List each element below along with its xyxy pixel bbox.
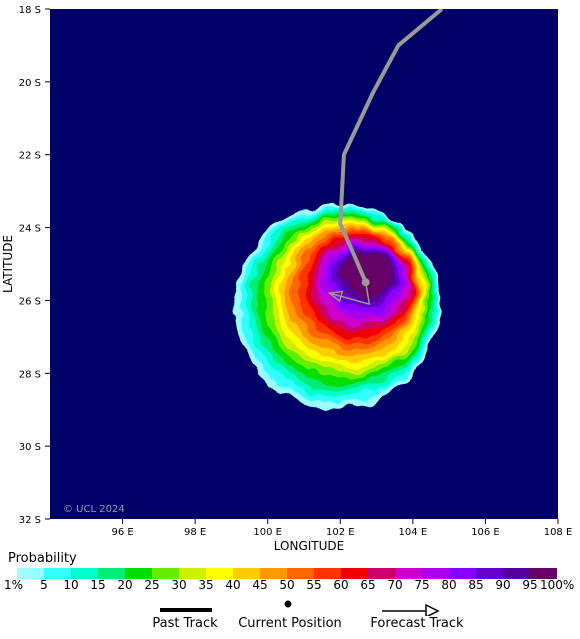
copyright-text: © UCL 2024: [63, 504, 125, 515]
current-position-marker: [361, 278, 370, 287]
colorbar-label: 35: [198, 578, 214, 592]
y-tick-label: 18 S: [19, 5, 41, 16]
x-tick-label: 102 E: [326, 527, 355, 538]
current-position-label: Current Position: [238, 616, 342, 631]
colorbar-label: 100%: [540, 578, 575, 592]
colorbar-label: 15: [90, 578, 106, 592]
colorbar-label: 75: [414, 578, 430, 592]
forecast-track-line: [329, 282, 371, 306]
colorbar-label: 5: [40, 578, 48, 592]
legend-title: Probability: [8, 551, 77, 566]
colorbar-label: 1%: [4, 578, 24, 592]
colorbar-label: 85: [468, 578, 484, 592]
colorbar-swatch: [422, 568, 449, 579]
past-track-key: Past Track: [140, 600, 230, 632]
y-axis: 18 S 20 S 22 S 24 S 26 S 28 S 30 S 32 S: [19, 5, 50, 526]
x-tick-label: 108 E: [544, 527, 573, 538]
colorbar-swatch: [233, 568, 260, 579]
probability-map: © UCL 2024 96 E 98 E 100 E 102 E 104 E 106 E 1…: [1, 5, 572, 550]
colorbar-label: 60: [333, 578, 349, 592]
colorbar-swatch: [98, 568, 125, 579]
y-tick-label: 32 S: [19, 515, 41, 526]
x-tick-label: 106 E: [471, 527, 500, 538]
x-tick-label: 96 E: [111, 527, 133, 538]
colorbar-swatch: [206, 568, 233, 579]
colorbar-swatch: [44, 568, 71, 579]
y-axis-title: LATITUDE: [1, 235, 15, 293]
colorbar-label: 70: [387, 578, 403, 592]
probability-contour-95: [344, 252, 395, 297]
y-tick-label: 28 S: [19, 369, 41, 380]
colorbar-swatch: [314, 568, 341, 579]
y-tick-label: 24 S: [19, 224, 41, 235]
colorbar-swatch: [17, 568, 44, 579]
y-tick-label: 30 S: [19, 442, 41, 453]
y-tick-label: 26 S: [19, 296, 41, 307]
x-tick-label: 98 E: [184, 527, 206, 538]
forecast-track-label: Forecast Track: [370, 616, 464, 631]
colorbar-swatch: [260, 568, 287, 579]
colorbar-label: 45: [252, 578, 268, 592]
colorbar-label: 95: [522, 578, 538, 592]
probability-colorbar: [17, 568, 557, 579]
colorbar-label: 80: [441, 578, 457, 592]
x-tick-label: 100 E: [253, 527, 282, 538]
current-position-key: Current Position: [238, 600, 342, 632]
colorbar-label: 30: [171, 578, 187, 592]
colorbar-label: 25: [144, 578, 160, 592]
y-tick-label: 20 S: [19, 78, 41, 89]
colorbar-swatch: [449, 568, 476, 579]
colorbar-swatch: [125, 568, 152, 579]
colorbar-swatch: [152, 568, 179, 579]
colorbar-swatch: [503, 568, 530, 579]
forecast-arrow-head: [327, 290, 344, 303]
forecast-track-key: Forecast Track: [368, 600, 468, 632]
colorbar-swatch: [395, 568, 422, 579]
colorbar-swatch: [368, 568, 395, 579]
colorbar-swatch: [530, 568, 557, 579]
colorbar-swatch: [71, 568, 98, 579]
colorbar-label: 40: [225, 578, 241, 592]
colorbar-label: 55: [306, 578, 322, 592]
colorbar-label: 65: [360, 578, 376, 592]
past-track-label: Past Track: [152, 616, 218, 631]
past-track-line: [338, 9, 444, 283]
colorbar-label: 50: [279, 578, 295, 592]
x-axis-title: LONGITUDE: [274, 539, 344, 550]
x-axis: 96 E 98 E 100 E 102 E 104 E 106 E 108 E: [111, 519, 572, 538]
colorbar-swatch: [341, 568, 368, 579]
y-tick-label: 22 S: [19, 151, 41, 162]
colorbar-labels: 1% 5 10 15 20 25 30 35 40 45 50 55 60 65 70 75 80 85 90 95 1…: [0, 578, 580, 594]
colorbar-label: 10: [63, 578, 79, 592]
colorbar-swatch: [287, 568, 314, 579]
colorbar-label: 90: [495, 578, 511, 592]
x-tick-label: 104 E: [399, 527, 428, 538]
probability-contours: [234, 204, 441, 409]
colorbar-swatch: [179, 568, 206, 579]
colorbar-swatch: [476, 568, 503, 579]
colorbar-label: 20: [117, 578, 133, 592]
storm-track: [327, 9, 444, 306]
